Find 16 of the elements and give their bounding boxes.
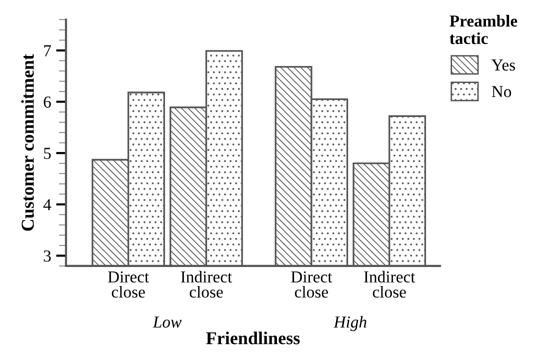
legend-title: Preamble tactic bbox=[450, 14, 518, 44]
y-tick-label: 4 bbox=[43, 199, 52, 210]
x-tick-label: Indirect close bbox=[364, 270, 416, 298]
y-axis-title: Customer commitment bbox=[21, 54, 34, 231]
y-tick-label: 7 bbox=[44, 45, 51, 56]
y-tick-label: 5 bbox=[44, 148, 51, 160]
y-tick-label: 6 bbox=[44, 96, 51, 108]
legend-label: Yes bbox=[492, 60, 516, 71]
x-tick-label: Direct close bbox=[291, 271, 332, 298]
text: High bbox=[334, 316, 366, 332]
x-tick-label: Direct close bbox=[108, 271, 150, 298]
text: Low bbox=[152, 316, 182, 328]
x-axis-title: Friendliness bbox=[206, 332, 300, 344]
y-tick-label: 3 bbox=[44, 250, 51, 262]
x-tick-label: Indirect close bbox=[180, 270, 232, 298]
legend-label: No bbox=[492, 86, 512, 98]
